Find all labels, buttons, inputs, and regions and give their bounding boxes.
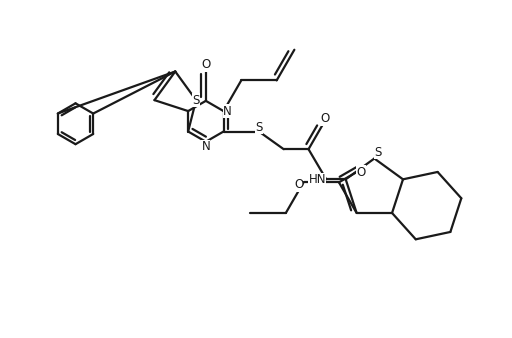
Text: S: S — [193, 94, 200, 106]
Text: HN: HN — [309, 173, 326, 186]
Text: N: N — [201, 140, 210, 153]
Text: O: O — [356, 166, 366, 178]
Text: O: O — [201, 58, 210, 71]
Text: O: O — [294, 178, 303, 191]
Text: N: N — [223, 104, 232, 118]
Text: S: S — [255, 121, 263, 134]
Text: O: O — [321, 112, 330, 125]
Text: S: S — [375, 146, 382, 159]
